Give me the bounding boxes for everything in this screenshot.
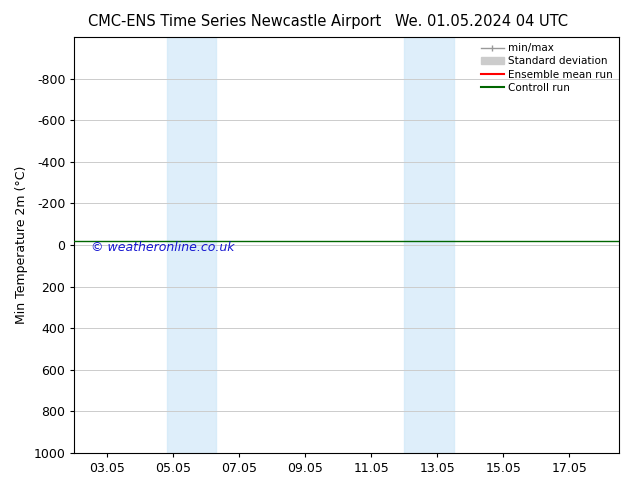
Y-axis label: Min Temperature 2m (°C): Min Temperature 2m (°C) [15,166,28,324]
Bar [404,37,454,453]
Text: CMC-ENS Time Series Newcastle Airport: CMC-ENS Time Series Newcastle Airport [88,14,381,29]
Bar [167,37,216,453]
Legend: min/max, Standard deviation, Ensemble mean run, Controll run: min/max, Standard deviation, Ensemble me… [477,39,617,97]
Text: © weatheronline.co.uk: © weatheronline.co.uk [91,241,235,254]
Text: We. 01.05.2024 04 UTC: We. 01.05.2024 04 UTC [396,14,568,29]
